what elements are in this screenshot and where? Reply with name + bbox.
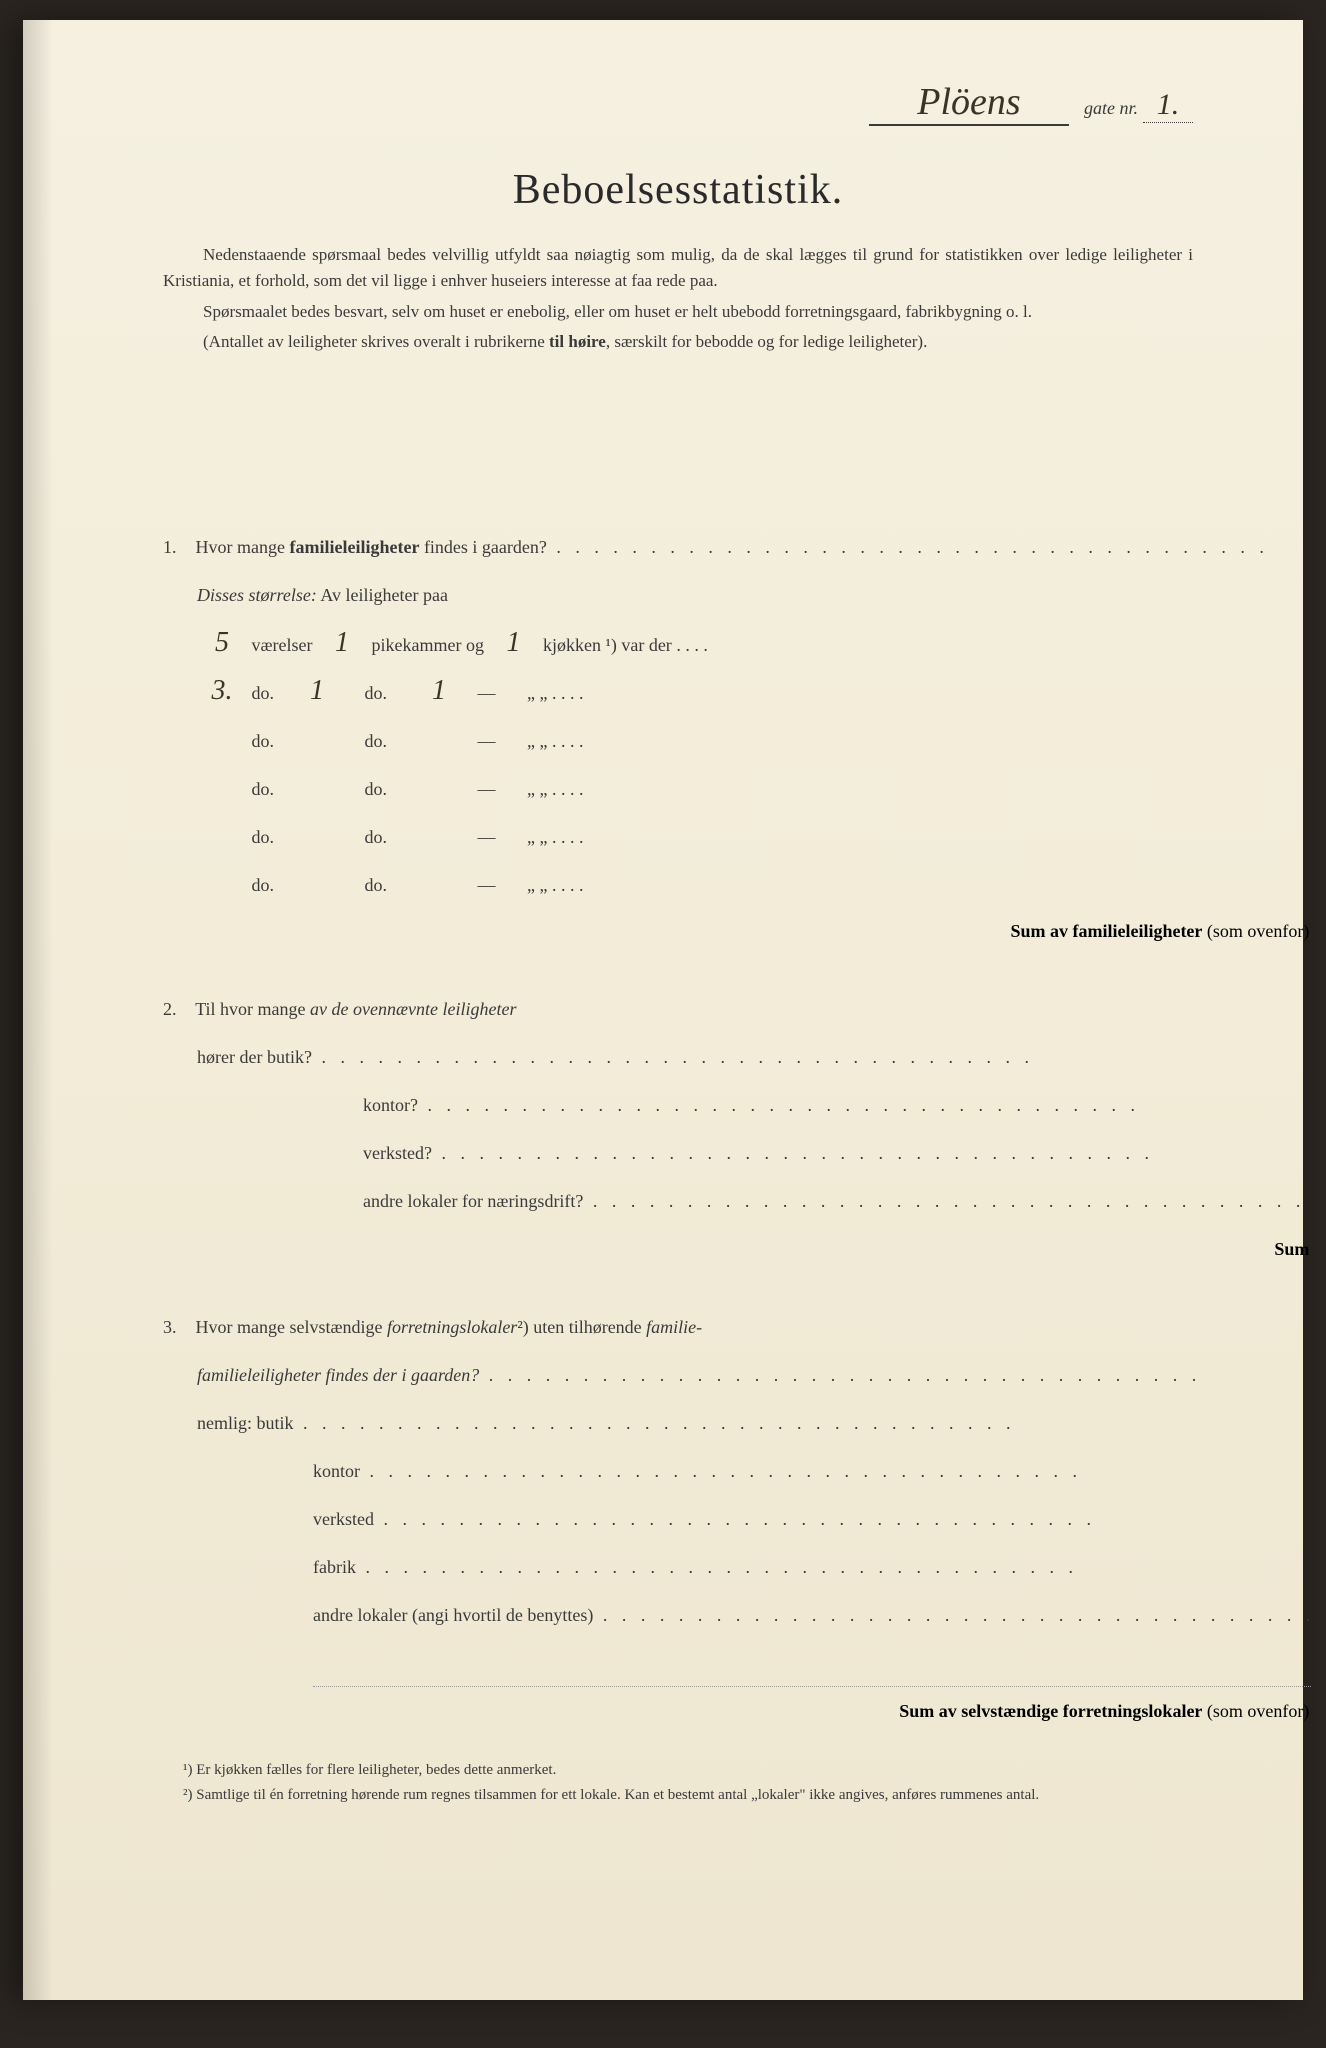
page-title: Beboelsesstatistik.: [163, 166, 1193, 214]
q3-line1: 3. Hvor mange selvstændige forretningslo…: [163, 1303, 1315, 1351]
q1-row3: do. do. — „ „ . . . .: [163, 715, 1315, 763]
street-name: Plöens: [869, 80, 1069, 126]
q1-sum: Sum av familieleiligheter (som ovenfor): [163, 907, 1315, 955]
q2-kontor: kontor?: [163, 1081, 1315, 1129]
questions-column: 1. Hvor mange familieleiligheter findes …: [163, 375, 1326, 1735]
intro-p2: Spørsmaalet bedes besvart, selv om huset…: [163, 299, 1193, 325]
q3-butik: nemlig: butik: [163, 1399, 1315, 1447]
footnotes: ¹) Er kjøkken fælles for flere leilighet…: [163, 1759, 1193, 1806]
footnote-1: ¹) Er kjøkken fælles for flere leilighet…: [163, 1759, 1193, 1782]
q3-kontor: kontor: [163, 1447, 1315, 1495]
intro-p3: (Antallet av leiligheter skrives overalt…: [163, 329, 1193, 355]
q3-sum: Sum av selvstændige forretningslokaler (…: [163, 1687, 1315, 1735]
q1-row6: do. do. — „ „ . . . .: [163, 859, 1315, 907]
q2-sum: Sum: [163, 1225, 1315, 1273]
q1-line: 1. Hvor mange familieleiligheter findes …: [163, 523, 1315, 571]
intro-p1: Nedenstaaende spørsmaal bedes velvillig …: [163, 242, 1193, 295]
q1-row5: do. do. — „ „ . . . .: [163, 811, 1315, 859]
q1-row2: 3. do. 1 do. 1 — „ „ . . . .: [163, 667, 1315, 715]
q2-line1: 2. Til hvor mange av de ovennævnte leili…: [163, 985, 1315, 1033]
q1-disses: Disses størrelse: Av leiligheter paa: [163, 571, 1315, 619]
gate-label: gate nr.: [1084, 98, 1138, 118]
intro-text: Nedenstaaende spørsmaal bedes velvillig …: [163, 242, 1193, 355]
q2-verksted: verksted?: [163, 1129, 1315, 1177]
q3-andre: andre lokaler (angi hvortil de benyttes): [163, 1591, 1315, 1639]
q2-butik: hører der butik?: [163, 1033, 1315, 1081]
q1-row4: do. do. — „ „ . . . .: [163, 763, 1315, 811]
gate-number: 1.: [1143, 88, 1193, 123]
q1-row1: 5 værelser 1 pikekammer og 1 kjøkken ¹) …: [163, 619, 1315, 667]
footnote-2: ²) Samtlige til én forretning hørende ru…: [163, 1784, 1193, 1807]
q3-line2: familieleiligheter findes der i gaarden?: [163, 1351, 1315, 1399]
q3-verksted: verksted: [163, 1495, 1315, 1543]
q3-fabrik: fabrik: [163, 1543, 1315, 1591]
main-form-area: 1. Hvor mange familieleiligheter findes …: [163, 375, 1193, 1735]
q3-blank: [313, 1639, 1311, 1687]
q2-andre: andre lokaler for næringsdrift?: [163, 1177, 1315, 1225]
header-line: Plöens gate nr. 1.: [163, 80, 1193, 126]
document-page: Plöens gate nr. 1. Beboelsesstatistik. N…: [23, 20, 1303, 2000]
